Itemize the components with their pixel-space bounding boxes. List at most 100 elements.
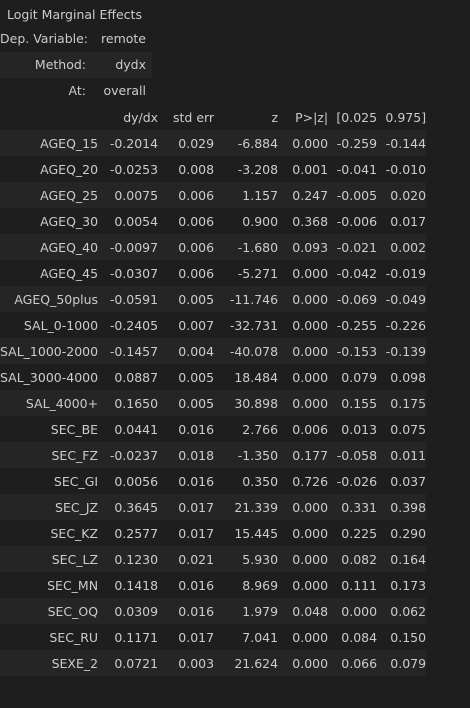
variable-name: AGEQ_30: [40, 213, 99, 229]
p-value-cell: 0.006: [292, 421, 329, 437]
table-row: SAL_4000+ 0.1650 0.005 30.898 0.000 0.155 0.17…: [0, 390, 427, 416]
ci-high-cell: 0.175: [377, 390, 427, 416]
std-err-cell: 0.016: [178, 577, 215, 593]
p-value-cell: 0.000: [278, 338, 329, 364]
variable-name: AGEQ_15: [0, 130, 99, 156]
z-cell: 1.157: [214, 182, 279, 208]
variable-name: SAL_4000+: [0, 390, 99, 416]
variable-name: SEC_LZ: [0, 546, 99, 572]
table-title: Logit Marginal Effects: [7, 7, 142, 22]
variable-name: AGEQ_20: [40, 161, 99, 177]
z-cell: 5.930: [214, 546, 279, 572]
variable-name: AGEQ_50plus: [0, 286, 99, 312]
dydx-cell: -0.0591: [98, 286, 159, 312]
dydx-cell: -0.1457: [98, 338, 159, 364]
ci-low-cell: 0.013: [341, 421, 378, 437]
dydx-cell: 0.3645: [98, 494, 159, 520]
z-cell: 18.484: [234, 369, 279, 385]
meta-key: Method:: [34, 57, 86, 72]
ci-high-cell: -0.019: [385, 265, 427, 281]
std-err-cell: 0.008: [178, 161, 215, 177]
table-row: AGEQ_20 -0.0253 0.008 -3.208 0.001 -0.041 -0.0…: [0, 156, 426, 182]
std-err-cell: 0.016: [178, 473, 215, 489]
p-value-cell: 0.177: [278, 442, 329, 468]
variable-name: SEC_GI: [53, 473, 99, 489]
table-row: SAL_3000-4000 0.0887 0.005 18.484 0.000 0.079…: [0, 364, 426, 390]
ci-low-cell: 0.084: [341, 629, 378, 645]
dydx-cell: 0.0075: [98, 182, 159, 208]
table-row: AGEQ_25 0.0075 0.006 1.157 0.247 -0.005 0.020: [0, 182, 427, 208]
column-header: 0.975]: [385, 109, 427, 125]
std-err-cell: 0.016: [178, 421, 215, 437]
p-value-cell: 0.000: [278, 494, 329, 520]
z-cell: -1.350: [214, 442, 279, 468]
column-header: dy/dx: [123, 109, 159, 125]
dydx-cell: 0.0309: [98, 598, 159, 624]
z-cell: -40.078: [214, 338, 279, 364]
dydx-cell: 0.0054: [114, 213, 159, 229]
z-cell: 7.041: [242, 629, 279, 645]
p-value-cell: 0.000: [292, 317, 329, 333]
ci-high-cell: 0.002: [377, 234, 427, 260]
table-row: SEC_FZ -0.0237 0.018 -1.350 0.177 -0.058 0.011: [0, 442, 427, 468]
p-value-cell: 0.726: [292, 473, 329, 489]
std-err-cell: 0.007: [178, 317, 215, 333]
p-value-cell: 0.001: [292, 161, 329, 177]
z-cell: -6.884: [214, 130, 279, 156]
ci-low-cell: 0.225: [341, 525, 378, 541]
variable-name: SEC_OQ: [0, 598, 99, 624]
ci-high-cell: 0.037: [390, 473, 427, 489]
p-value-cell: 0.000: [292, 369, 329, 385]
table-row: SEC_LZ 0.1230 0.021 5.930 0.000 0.082 0.164: [0, 546, 427, 572]
ci-low-cell: 0.111: [341, 577, 378, 593]
ci-low-cell: -0.006: [336, 213, 378, 229]
std-err-cell: 0.006: [158, 182, 215, 208]
ci-low-cell: 0.079: [341, 369, 378, 385]
variable-name: AGEQ_25: [0, 182, 99, 208]
table-row: SEXE_2 0.0721 0.003 21.624 0.000 0.066 0.079: [0, 650, 427, 676]
p-value-cell: 0.000: [292, 265, 329, 281]
variable-name: SEC_JZ: [0, 494, 99, 520]
ci-low-cell: 0.066: [328, 650, 378, 676]
table-row: SEC_KZ 0.2577 0.017 15.445 0.000 0.225 0.290: [0, 520, 427, 546]
header-row: dy/dx std err z P>|z| [0.025 0.975]: [0, 104, 426, 130]
meta-value: dydx: [115, 57, 146, 72]
p-value-cell: 0.000: [292, 629, 329, 645]
dydx-cell: 0.2577: [114, 525, 159, 541]
ci-high-cell: -0.144: [377, 130, 427, 156]
std-err-cell: 0.006: [178, 265, 215, 281]
ci-low-cell: -0.259: [328, 130, 378, 156]
variable-name: SAL_1000-2000: [0, 338, 99, 364]
std-err-cell: 0.017: [158, 494, 215, 520]
std-err-cell: 0.018: [158, 442, 215, 468]
std-err-cell: 0.021: [158, 546, 215, 572]
table-row: AGEQ_30 0.0054 0.006 0.900 0.368 -0.006 0.017: [0, 208, 426, 234]
dydx-cell: -0.0253: [109, 161, 159, 177]
ci-high-cell: 0.062: [377, 598, 427, 624]
column-header: std err: [173, 109, 215, 125]
meta-value: remote: [101, 31, 146, 46]
z-cell: -1.680: [214, 234, 279, 260]
std-err-cell: 0.017: [178, 525, 215, 541]
ci-low-cell: 0.331: [328, 494, 378, 520]
z-cell: 1.979: [214, 598, 279, 624]
dydx-cell: 0.1650: [98, 390, 159, 416]
dydx-cell: 0.1230: [98, 546, 159, 572]
dydx-cell: 0.0721: [98, 650, 159, 676]
std-err-cell: 0.005: [158, 286, 215, 312]
meta-row-method: Method: dydx: [0, 52, 152, 78]
ci-low-cell: -0.153: [328, 338, 378, 364]
ci-high-cell: 0.173: [390, 577, 427, 593]
z-cell: 30.898: [214, 390, 279, 416]
ci-low-cell: -0.026: [336, 473, 378, 489]
z-cell: -32.731: [229, 317, 279, 333]
variable-name: SEC_FZ: [0, 442, 99, 468]
ci-low-cell: -0.042: [336, 265, 378, 281]
p-value-cell: 0.048: [278, 598, 329, 624]
column-header: [0, 104, 98, 130]
z-cell: 0.900: [242, 213, 279, 229]
ci-high-cell: -0.226: [385, 317, 427, 333]
ci-low-cell: -0.069: [328, 286, 378, 312]
z-cell: 21.339: [214, 494, 279, 520]
